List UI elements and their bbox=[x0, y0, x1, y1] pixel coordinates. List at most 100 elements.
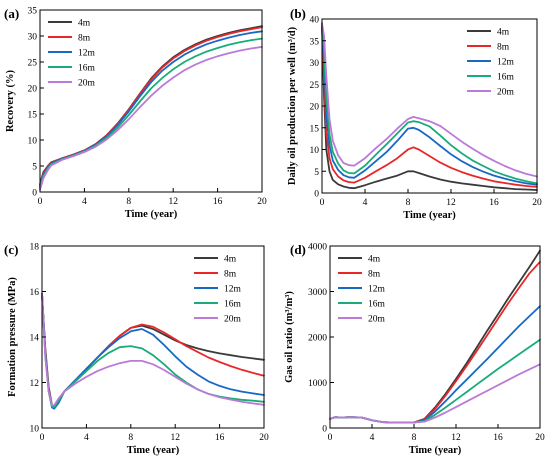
x-tick-label: 0 bbox=[40, 433, 45, 443]
legend-label-16m: 16m bbox=[78, 64, 96, 74]
series-line-8m bbox=[41, 292, 265, 409]
x-tick-label: 16 bbox=[493, 433, 503, 443]
y-tick-label: 1000 bbox=[308, 379, 327, 389]
series-line-8m bbox=[39, 26, 263, 187]
y-tick-label: 25 bbox=[310, 81, 320, 91]
x-axis-title: Time (year) bbox=[125, 209, 178, 220]
chart-panel-2: (c) 0 4 8 12 16 20 10 12 14 16 18 Time (year) Formati… bbox=[4, 242, 269, 456]
x-tick-label: 8 bbox=[406, 198, 411, 208]
y-tick-label: 4000 bbox=[308, 243, 327, 253]
legend-label-4m: 4m bbox=[78, 19, 91, 29]
x-axis-title: Time (year) bbox=[403, 210, 456, 221]
x-axis-title: Time (year) bbox=[409, 445, 462, 456]
legend-label-4m: 4m bbox=[224, 255, 237, 265]
y-tick-label: 0 bbox=[314, 190, 319, 200]
y-tick-label: 14 bbox=[30, 334, 40, 344]
legend-label-12m: 12m bbox=[497, 58, 515, 68]
y-tick-label: 10 bbox=[28, 137, 38, 147]
series-line-12m bbox=[321, 22, 538, 186]
x-tick-label: 4 bbox=[82, 197, 87, 207]
y-tick-label: 30 bbox=[310, 59, 320, 69]
y-tick-label: 3000 bbox=[308, 288, 327, 298]
y-tick-label: 15 bbox=[28, 111, 38, 121]
series-line-20m bbox=[329, 363, 541, 424]
y-axis-title: Daily oil production per well (m³/d) bbox=[287, 26, 298, 185]
x-axis-title: Time (year) bbox=[127, 445, 180, 456]
y-tick-label: 40 bbox=[310, 16, 320, 26]
legend-label-16m: 16m bbox=[497, 73, 515, 83]
y-tick-label: 18 bbox=[30, 243, 40, 253]
y-tick-label: 10 bbox=[30, 425, 40, 435]
y-tick-label: 5 bbox=[32, 163, 37, 173]
legend-label-12m: 12m bbox=[78, 49, 96, 59]
legend-label-16m: 16m bbox=[368, 300, 386, 310]
x-tick-label: 8 bbox=[126, 197, 131, 207]
plot-frame bbox=[39, 9, 263, 193]
legend-label-8m: 8m bbox=[368, 270, 381, 280]
legend-label-20m: 20m bbox=[78, 79, 96, 89]
x-tick-label: 12 bbox=[451, 433, 461, 443]
series-line-12m bbox=[41, 292, 265, 410]
x-tick-label: 4 bbox=[84, 433, 89, 443]
legend-label-20m: 20m bbox=[224, 315, 242, 325]
x-tick-label: 16 bbox=[489, 198, 499, 208]
y-tick-label: 10 bbox=[310, 146, 320, 156]
legend-label-4m: 4m bbox=[497, 28, 510, 38]
panel-label: (a) bbox=[4, 6, 19, 21]
y-tick-label: 35 bbox=[310, 37, 320, 47]
x-tick-label: 16 bbox=[215, 433, 225, 443]
series-line-20m bbox=[41, 292, 265, 407]
y-tick-label: 30 bbox=[28, 33, 38, 43]
x-tick-label: 12 bbox=[168, 197, 178, 207]
panel-label: (c) bbox=[4, 242, 18, 257]
x-tick-label: 8 bbox=[412, 433, 417, 443]
series-line-12m bbox=[39, 30, 263, 188]
chart-panel-1: (b) 0 4 8 12 16 20 0 5 10 15 20 25 30 35 40 Time (year) D… bbox=[287, 6, 542, 221]
x-tick-label: 12 bbox=[446, 198, 456, 208]
legend-label-20m: 20m bbox=[368, 315, 386, 325]
series-line-4m bbox=[321, 26, 538, 191]
x-tick-label: 0 bbox=[320, 198, 325, 208]
x-tick-label: 20 bbox=[535, 433, 545, 443]
y-tick-label: 25 bbox=[28, 59, 38, 69]
series-line-4m bbox=[39, 25, 263, 186]
series-line-16m bbox=[41, 292, 265, 409]
panel-label: (d) bbox=[290, 242, 306, 257]
x-tick-label: 20 bbox=[532, 198, 542, 208]
y-tick-label: 20 bbox=[310, 103, 320, 113]
x-tick-label: 20 bbox=[257, 197, 267, 207]
y-axis-title: Formation pressure (MPa) bbox=[7, 277, 18, 397]
y-tick-label: 12 bbox=[30, 379, 40, 389]
y-tick-label: 0 bbox=[322, 425, 327, 435]
legend-label-8m: 8m bbox=[224, 270, 237, 280]
legend-label-16m: 16m bbox=[224, 300, 242, 310]
x-tick-label: 4 bbox=[370, 433, 375, 443]
x-tick-label: 4 bbox=[363, 198, 368, 208]
series-line-12m bbox=[329, 305, 541, 424]
y-tick-label: 16 bbox=[30, 288, 40, 298]
x-tick-label: 0 bbox=[328, 433, 333, 443]
x-tick-label: 20 bbox=[259, 433, 269, 443]
panel-label: (b) bbox=[290, 6, 306, 21]
y-tick-label: 35 bbox=[28, 7, 38, 17]
chart-panel-3: (d) 0 4 8 12 16 20 0 1000 2000 3000 4000 Time (year)… bbox=[284, 242, 545, 456]
x-tick-label: 8 bbox=[128, 433, 133, 443]
series-line-20m bbox=[321, 22, 538, 178]
legend-label-4m: 4m bbox=[368, 255, 381, 265]
series-line-8m bbox=[329, 260, 541, 424]
series-line-16m bbox=[321, 22, 538, 185]
y-tick-label: 0 bbox=[32, 189, 37, 199]
y-axis-title: Gas oil ratio (m³/m³) bbox=[284, 291, 295, 383]
x-tick-label: 0 bbox=[38, 197, 43, 207]
chart-panel-0: (a) 0 4 8 12 16 20 0 5 10 15 20 25 30 35 Time (year) Rec… bbox=[4, 6, 267, 220]
legend-label-8m: 8m bbox=[497, 43, 510, 53]
y-tick-label: 5 bbox=[314, 168, 319, 178]
legend-label-12m: 12m bbox=[224, 285, 242, 295]
series-line-20m bbox=[39, 46, 263, 191]
legend-label-12m: 12m bbox=[368, 285, 386, 295]
x-tick-label: 16 bbox=[213, 197, 223, 207]
y-axis-title: Recovery (%) bbox=[5, 69, 16, 132]
y-tick-label: 15 bbox=[310, 124, 320, 134]
y-tick-label: 20 bbox=[28, 85, 38, 95]
